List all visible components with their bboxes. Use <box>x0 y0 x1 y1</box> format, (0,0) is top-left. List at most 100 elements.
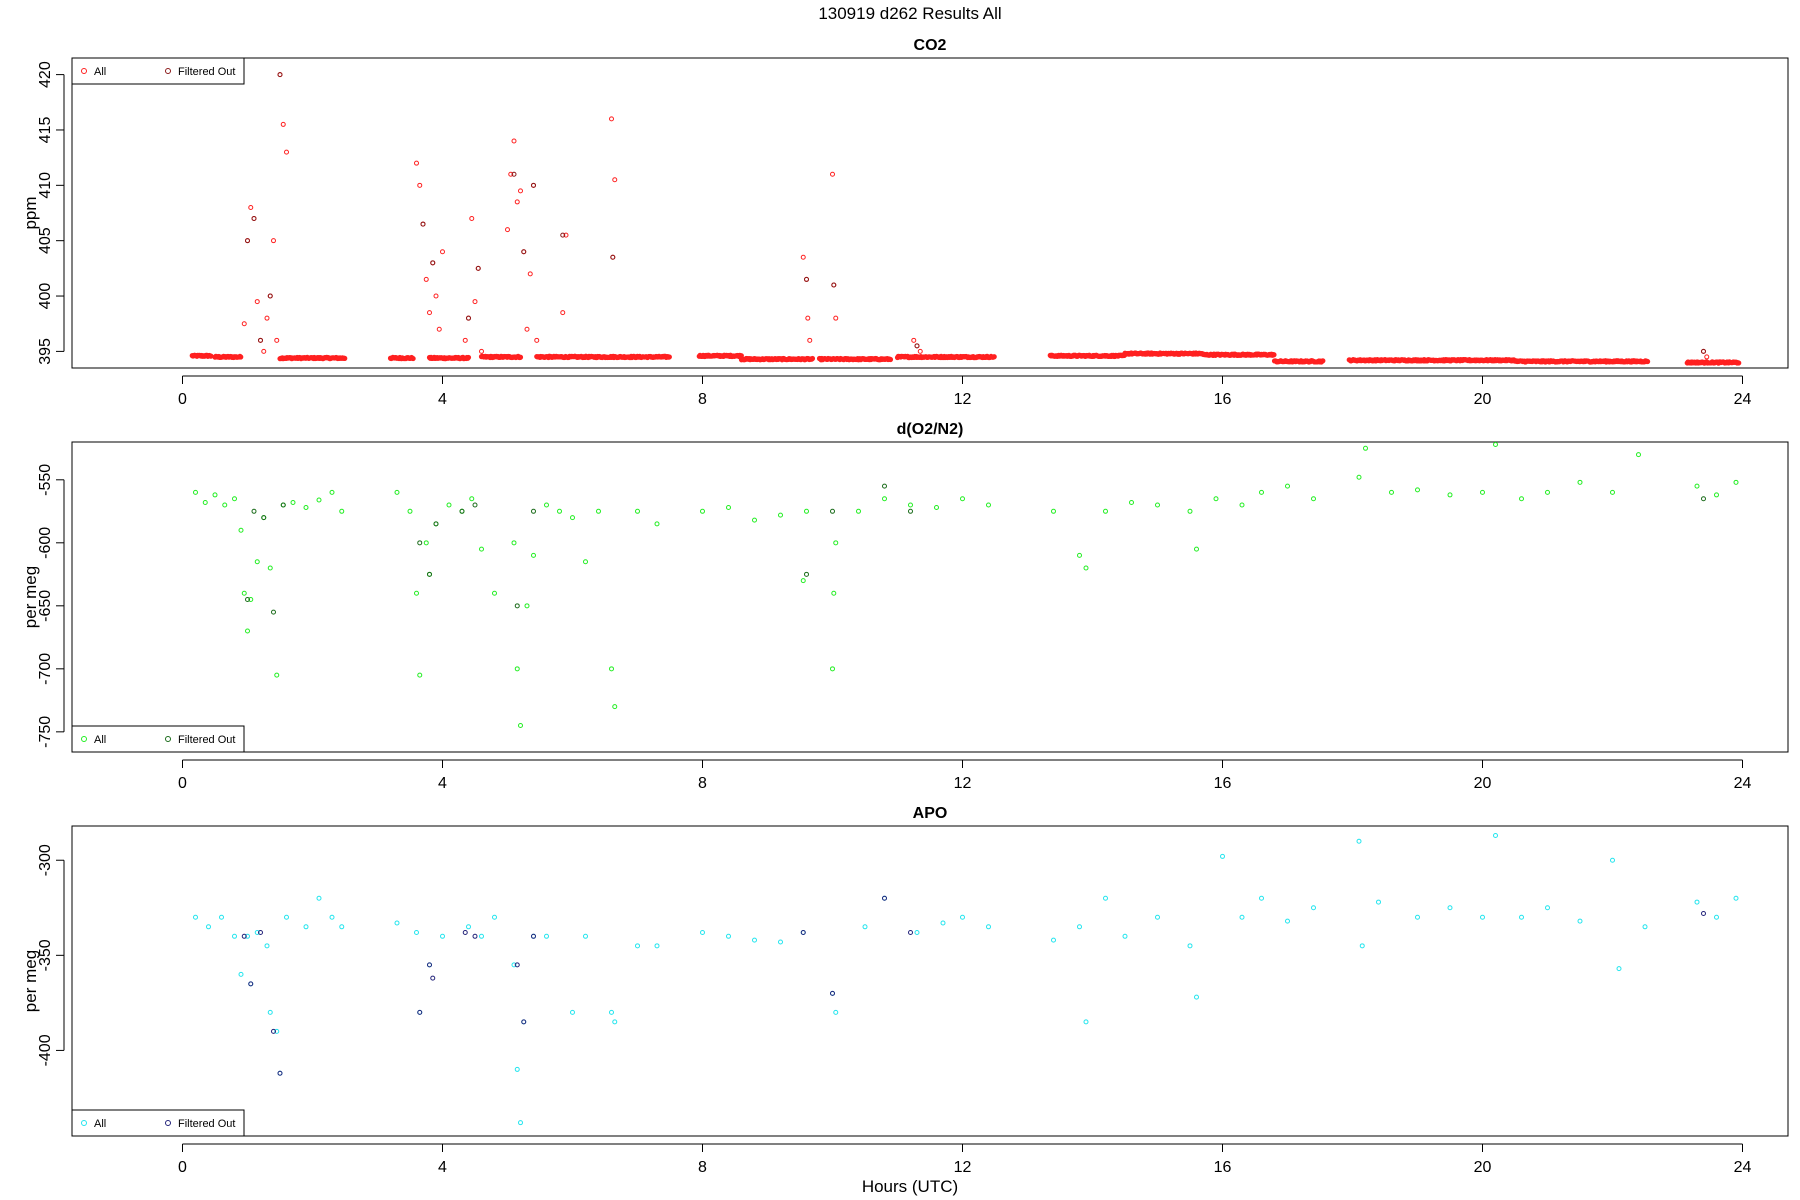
o2n2-point-all <box>469 496 475 502</box>
o2n2-point-all <box>1694 483 1700 489</box>
apo-point-all <box>1311 905 1316 911</box>
co2-y-tick-label: 395 <box>37 338 54 365</box>
co2-point-all <box>563 232 569 238</box>
apo-point-all <box>518 1120 523 1126</box>
o2n2-x-tick-label: 24 <box>1734 775 1752 792</box>
apo-point-all <box>303 924 309 930</box>
co2-point-all <box>254 299 260 305</box>
apo-point-filtered <box>908 930 913 936</box>
co2-point-all <box>518 188 523 194</box>
o2n2-point-all <box>267 565 273 571</box>
apo-point-all <box>609 1009 614 1015</box>
co2-baseline-point <box>1271 352 1277 358</box>
o2n2-point-all <box>1636 452 1641 458</box>
co2-point-filtered <box>475 265 481 271</box>
apo-y-axis-label: per meg <box>21 950 40 1012</box>
o2n2-x-tick-label: 20 <box>1474 775 1492 792</box>
apo-point-filtered <box>882 895 887 901</box>
co2-point-all <box>800 254 806 260</box>
apo-x-tick-label: 24 <box>1734 1159 1752 1176</box>
apo-x-tick-label: 12 <box>954 1159 972 1176</box>
o2n2-point-filtered <box>514 603 520 609</box>
o2n2-point-filtered <box>804 571 809 577</box>
co2-point-all <box>436 326 442 332</box>
apo-legend-label-all: All <box>94 1118 106 1130</box>
co2-point-all <box>479 348 484 354</box>
o2n2-point-all <box>596 508 601 514</box>
o2n2-point-all <box>254 559 260 565</box>
co2-y-axis-label: ppm <box>21 196 40 229</box>
apo-x-tick-label: 0 <box>178 1159 187 1176</box>
apo-point-all <box>267 1009 273 1015</box>
co2-baseline-point <box>410 355 416 362</box>
apo-point-all <box>1083 1019 1089 1025</box>
apo-point-filtered <box>271 1028 276 1034</box>
co2-legend-marker-all <box>81 68 87 74</box>
co2-point-all <box>462 337 468 343</box>
o2n2-point-all <box>1259 489 1264 495</box>
co2-point-filtered <box>251 216 257 222</box>
o2n2-point-all <box>1447 492 1453 498</box>
o2n2-point-all <box>1519 496 1524 502</box>
apo-point-all <box>440 933 445 939</box>
apo-legend: All Filtered Out <box>71 1109 245 1137</box>
apo-point-all <box>778 939 783 945</box>
o2n2-point-all <box>833 540 839 546</box>
co2-point-filtered <box>914 343 920 349</box>
apo-point-filtered <box>830 990 835 996</box>
o2n2-x-tick-label: 16 <box>1214 775 1232 792</box>
apo-legend-marker-all <box>81 1120 87 1126</box>
apo-point-all <box>612 1019 618 1025</box>
o2n2-x-tick-label: 8 <box>698 775 707 792</box>
co2-point-filtered <box>804 276 809 282</box>
co2-point-filtered <box>531 182 536 188</box>
apo-point-all <box>583 933 588 939</box>
co2-baseline-point <box>809 355 816 362</box>
apo-point-all <box>914 930 920 936</box>
apo-point-filtered <box>521 1019 527 1025</box>
o2n2-point-all <box>339 508 345 514</box>
apo-point-filtered <box>427 962 432 968</box>
apo-point-all <box>1519 914 1524 920</box>
co2-panel: CO2 0 4 8 12 16 20 24 395 400 405 410 415 420 ppm All Fi… <box>21 37 1789 408</box>
o2n2-point-filtered <box>882 483 887 489</box>
o2n2-point-all <box>193 489 198 495</box>
apo-point-all <box>394 920 400 926</box>
co2-baseline-point <box>1736 360 1742 366</box>
apo-point-filtered <box>462 930 468 936</box>
o2n2-point-all <box>511 540 517 546</box>
co2-point-filtered <box>466 315 471 321</box>
o2n2-point-all <box>882 496 887 502</box>
o2n2-point-all <box>1103 508 1108 514</box>
o2n2-point-all <box>804 508 809 514</box>
apo-point-all <box>206 924 211 930</box>
o2n2-point-filtered <box>417 540 423 546</box>
co2-x-tick-label: 0 <box>178 391 187 408</box>
co2-baseline-point <box>465 354 472 361</box>
apo-point-all <box>1642 924 1648 930</box>
co2-point-all <box>612 177 618 183</box>
o2n2-legend-box <box>71 725 245 753</box>
co2-point-all <box>264 315 270 321</box>
apo-y-tick-label: -300 <box>37 844 54 876</box>
o2n2-point-all <box>1733 479 1739 485</box>
apo-point-all <box>232 933 237 939</box>
co2-baseline-point <box>238 354 244 360</box>
o2n2-point-all <box>830 666 835 672</box>
o2n2-point-all <box>518 723 523 729</box>
co2-legend: All Filtered Out <box>71 57 245 85</box>
co2-x-tick-label: 8 <box>698 391 707 408</box>
apo-point-all <box>1220 853 1225 859</box>
apo-point-all <box>726 933 731 939</box>
o2n2-point-all <box>514 666 520 672</box>
o2n2-point-all <box>316 497 322 503</box>
apo-point-all <box>479 933 484 939</box>
apo-point-filtered <box>417 1009 423 1015</box>
co2-point-all <box>917 348 923 354</box>
o2n2-point-all <box>778 512 783 518</box>
co2-point-all <box>911 337 917 343</box>
o2n2-point-filtered <box>472 502 478 508</box>
apo-point-all <box>1480 914 1485 920</box>
apo-point-all <box>570 1009 575 1015</box>
